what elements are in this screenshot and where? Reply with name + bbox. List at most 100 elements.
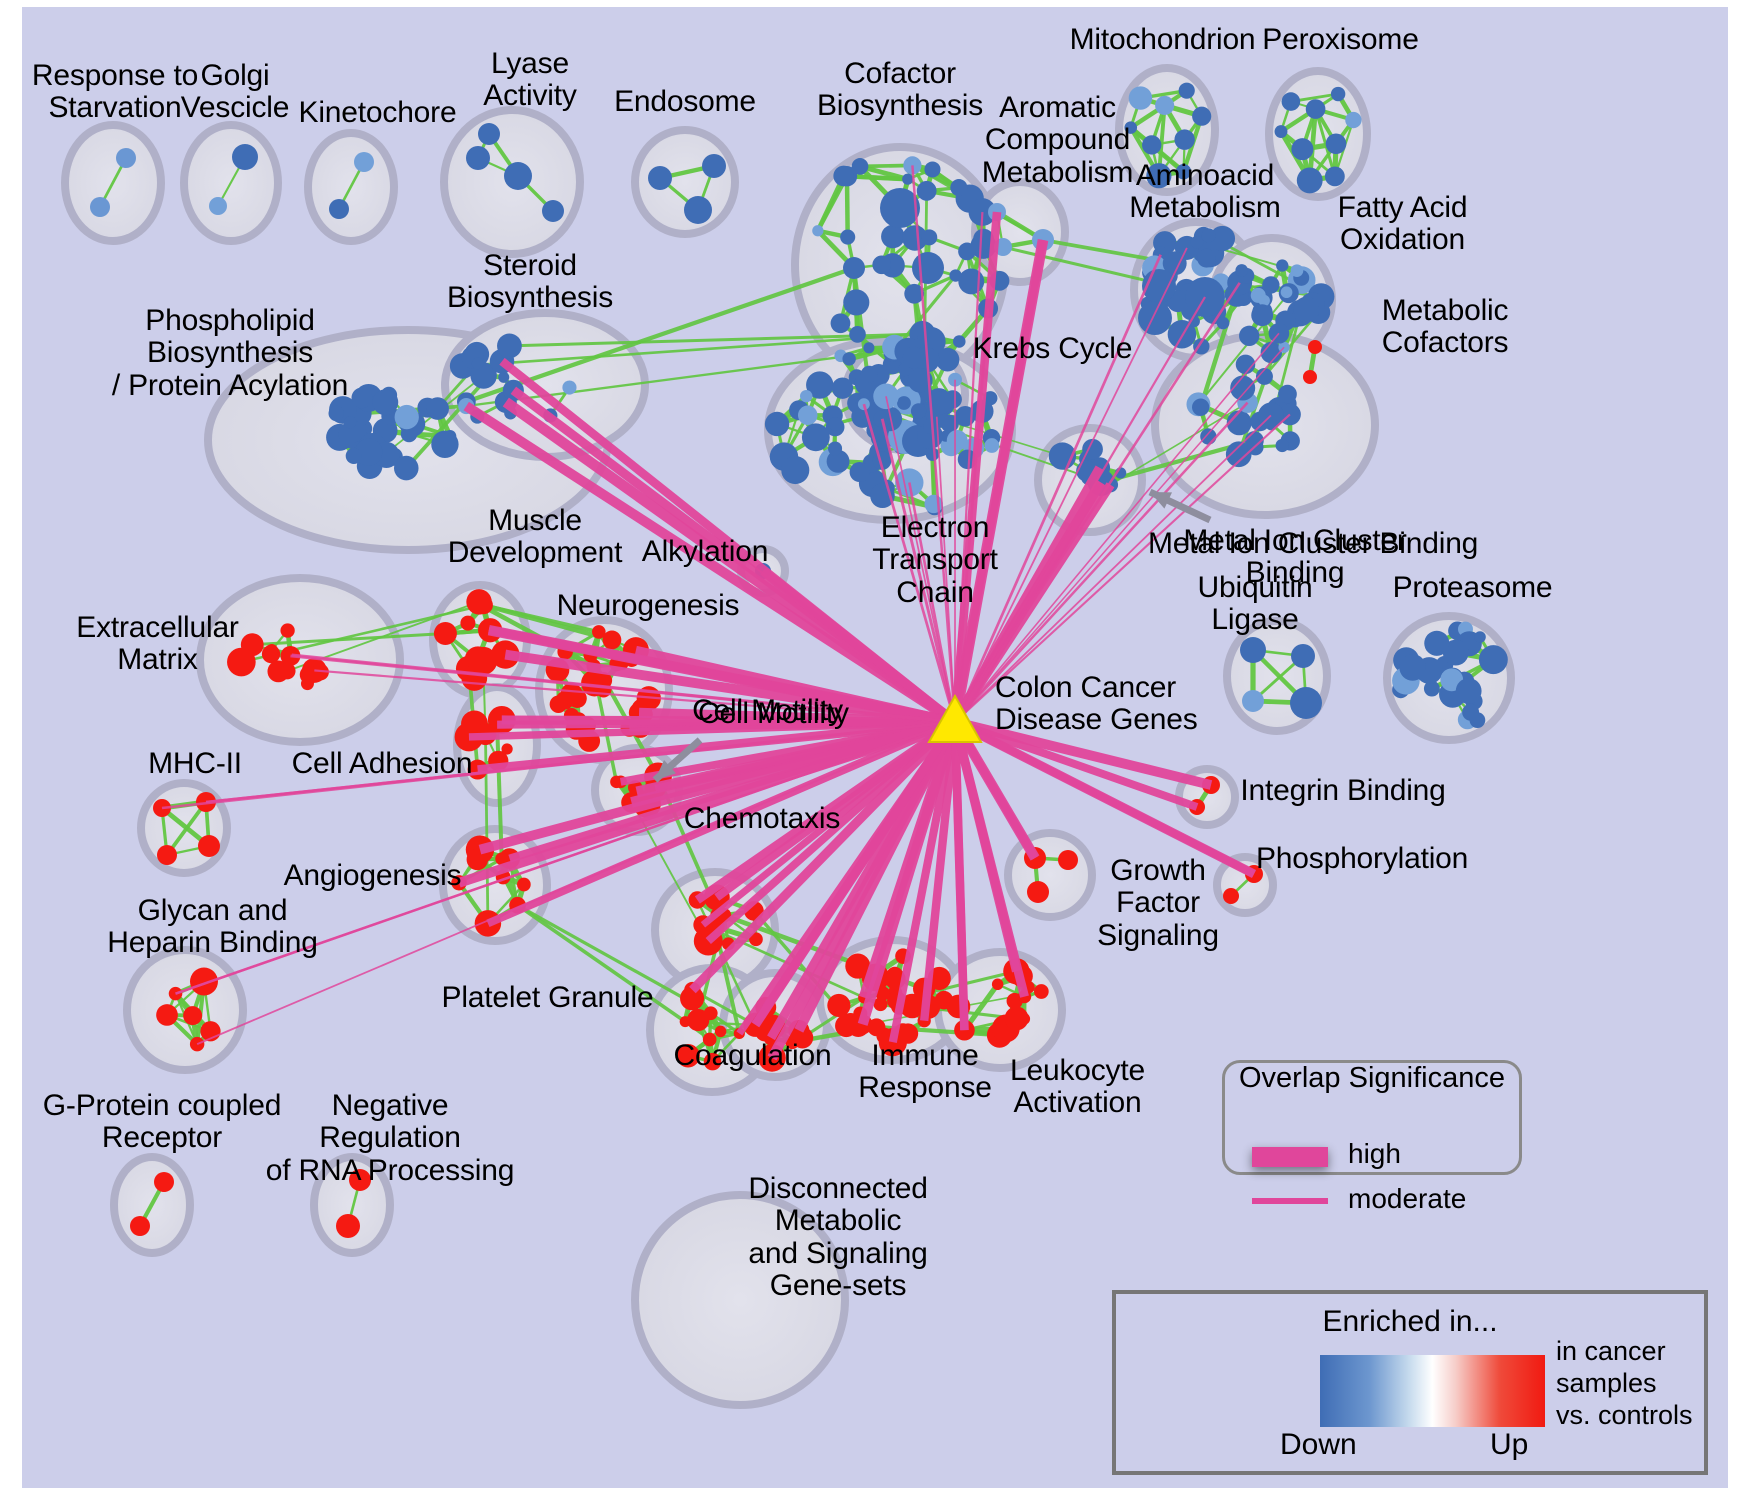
gene-set-node[interactable] [923, 418, 939, 435]
gene-set-node[interactable] [1423, 680, 1440, 697]
gene-set-node[interactable] [1478, 645, 1508, 675]
gene-set-node[interactable] [828, 417, 842, 431]
gene-set-node[interactable] [1275, 438, 1289, 453]
gene-set-node[interactable] [801, 423, 830, 452]
gene-set-node[interactable] [958, 242, 976, 261]
gene-set-node[interactable] [329, 199, 349, 219]
gene-set-node[interactable] [497, 333, 522, 359]
gene-set-node[interactable] [1178, 82, 1195, 99]
gene-set-node[interactable] [703, 1052, 722, 1071]
gene-set-node[interactable] [471, 357, 484, 370]
gene-set-node[interactable] [897, 396, 911, 410]
gene-set-node[interactable] [517, 877, 531, 892]
gene-set-node[interactable] [845, 953, 871, 979]
gene-set-node[interactable] [833, 165, 855, 187]
gene-set-node[interactable] [1174, 129, 1195, 150]
gene-set-node[interactable] [1027, 881, 1049, 903]
gene-set-node[interactable] [749, 932, 763, 947]
gene-set-node[interactable] [504, 162, 532, 190]
gene-set-node[interactable] [610, 775, 623, 789]
gene-set-node[interactable] [1291, 644, 1315, 668]
gene-set-node[interactable] [991, 978, 1004, 991]
gene-set-node[interactable] [916, 180, 937, 201]
gene-set-node[interactable] [1255, 367, 1273, 385]
gene-set-node[interactable] [312, 663, 329, 681]
gene-set-node[interactable] [1124, 121, 1138, 134]
gene-set-node[interactable] [1192, 398, 1210, 416]
gene-set-node[interactable] [843, 257, 865, 279]
gene-set-node[interactable] [902, 225, 928, 251]
gene-set-node[interactable] [343, 416, 357, 429]
colon-cancer-disease-genes-hub[interactable] [927, 693, 983, 743]
gene-set-node[interactable] [466, 146, 490, 170]
gene-set-node[interactable] [764, 411, 790, 437]
gene-set-node[interactable] [912, 252, 944, 284]
gene-set-node[interactable] [602, 630, 622, 650]
gene-set-node[interactable] [190, 967, 218, 996]
gene-set-node[interactable] [478, 123, 500, 145]
gene-set-node[interactable] [1175, 164, 1192, 180]
gene-set-node[interactable] [881, 224, 905, 249]
gene-set-node[interactable] [498, 371, 510, 383]
gene-set-node[interactable] [714, 1025, 727, 1038]
gene-set-node[interactable] [1142, 135, 1162, 155]
gene-set-node[interactable] [501, 743, 513, 755]
gene-set-node[interactable] [232, 144, 258, 170]
gene-set-node[interactable] [280, 623, 295, 638]
gene-set-node[interactable] [349, 1169, 371, 1191]
gene-set-node[interactable] [863, 342, 875, 354]
gene-set-node[interactable] [800, 389, 813, 403]
gene-set-node[interactable] [1251, 304, 1274, 327]
gene-set-node[interactable] [355, 438, 383, 466]
gene-set-node[interactable] [1240, 637, 1266, 663]
gene-set-node[interactable] [873, 997, 888, 1012]
gene-set-node[interactable] [973, 228, 994, 250]
gene-set-node[interactable] [872, 255, 892, 275]
gene-set-node[interactable] [1200, 428, 1217, 445]
gene-set-node[interactable] [1345, 111, 1362, 129]
gene-set-node[interactable] [812, 225, 824, 237]
gene-set-node[interactable] [924, 161, 941, 178]
gene-set-node[interactable] [842, 352, 856, 366]
gene-set-node[interactable] [886, 966, 904, 985]
gene-set-node[interactable] [1293, 296, 1320, 323]
gene-set-node[interactable] [394, 404, 419, 430]
gene-set-node[interactable] [265, 644, 278, 657]
gene-set-node[interactable] [1216, 316, 1230, 330]
gene-set-node[interactable] [907, 368, 933, 393]
gene-set-node[interactable] [582, 733, 599, 750]
gene-set-node[interactable] [1230, 375, 1256, 401]
gene-set-node[interactable] [1004, 1006, 1029, 1031]
gene-set-node[interactable] [1235, 264, 1249, 277]
gene-set-node[interactable] [929, 391, 952, 415]
gene-set-node[interactable] [1442, 639, 1469, 666]
gene-set-node[interactable] [1146, 163, 1172, 189]
gene-set-node[interactable] [1469, 712, 1486, 729]
gene-set-node[interactable] [1324, 166, 1345, 187]
gene-set-node[interactable] [1162, 251, 1187, 276]
gene-set-node[interactable] [1262, 276, 1280, 294]
gene-set-node[interactable] [702, 154, 726, 178]
gene-set-node[interactable] [1308, 340, 1322, 354]
gene-set-node[interactable] [1290, 687, 1322, 719]
gene-set-node[interactable] [209, 197, 227, 215]
gene-set-node[interactable] [1305, 99, 1326, 119]
gene-set-node[interactable] [872, 451, 892, 470]
gene-set-node[interactable] [1258, 294, 1270, 307]
gene-set-node[interactable] [90, 197, 110, 217]
gene-set-node[interactable] [828, 441, 843, 456]
gene-set-node[interactable] [797, 405, 818, 426]
gene-set-node[interactable] [1474, 631, 1486, 643]
gene-set-node[interactable] [336, 1214, 360, 1238]
gene-set-node[interactable] [154, 1172, 174, 1192]
gene-set-node[interactable] [849, 326, 866, 343]
gene-set-node[interactable] [827, 993, 851, 1018]
gene-set-node[interactable] [897, 1023, 919, 1044]
gene-set-node[interactable] [984, 438, 1000, 453]
gene-set-node[interactable] [328, 405, 344, 422]
gene-set-node[interactable] [1242, 690, 1264, 712]
gene-set-node[interactable] [843, 289, 870, 316]
gene-set-node[interactable] [1190, 235, 1204, 249]
gene-set-node[interactable] [830, 313, 851, 334]
gene-set-node[interactable] [1197, 248, 1216, 268]
